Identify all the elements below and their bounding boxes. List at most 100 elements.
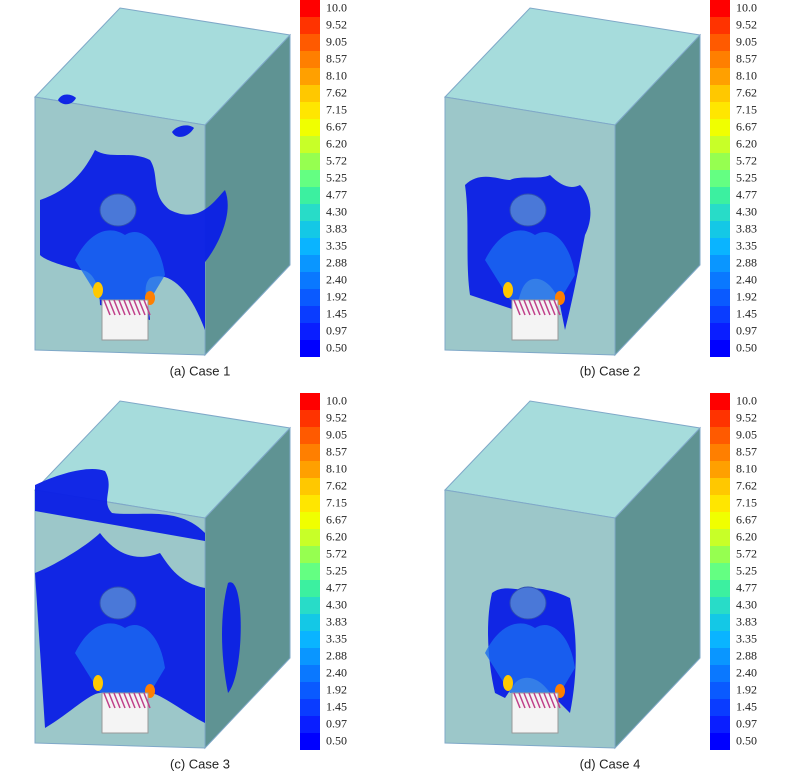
colorbar-cell bbox=[710, 102, 730, 119]
support-bolt bbox=[133, 299, 141, 316]
colorbar-cell bbox=[710, 665, 730, 682]
colorbar-label: 2.40 bbox=[326, 665, 347, 679]
colorbar-cell bbox=[300, 17, 320, 34]
panel: 10.0 9.52 9.05 8.57 8.10 7.62 7.15 6.67 6.20 5.72… bbox=[33, 393, 347, 771]
stress-hotspot bbox=[503, 282, 513, 298]
colorbar-cell bbox=[710, 393, 730, 410]
colorbar-label: 3.35 bbox=[326, 238, 347, 252]
colorbar-label: 6.67 bbox=[326, 119, 347, 133]
colorbar-cell bbox=[300, 631, 320, 648]
support-bolt bbox=[128, 299, 136, 316]
colorbar-label: 0.97 bbox=[736, 716, 757, 730]
colorbar-label: 4.30 bbox=[736, 204, 757, 218]
colorbar-cell bbox=[300, 495, 320, 512]
support-bolt bbox=[108, 692, 116, 709]
colorbar-label: 3.35 bbox=[736, 238, 757, 252]
colorbar-label: 6.20 bbox=[736, 529, 757, 543]
contour-zone bbox=[58, 94, 76, 105]
colorbar-label: 9.52 bbox=[736, 17, 757, 31]
colorbar-label: 1.92 bbox=[736, 682, 757, 696]
colorbar-label: 7.62 bbox=[326, 85, 347, 99]
support-bolt bbox=[143, 692, 151, 709]
support-bolt bbox=[108, 299, 116, 316]
cavity-sphere bbox=[509, 586, 547, 620]
colorbar-label: 7.62 bbox=[736, 478, 757, 492]
support-bolt bbox=[138, 692, 146, 709]
colorbar-label: 0.97 bbox=[326, 323, 347, 337]
colorbar-cell bbox=[710, 85, 730, 102]
colorbar-cell bbox=[710, 563, 730, 580]
colorbar-cell bbox=[710, 68, 730, 85]
colorbar-cell bbox=[710, 136, 730, 153]
colorbar-label: 1.45 bbox=[326, 306, 347, 320]
colorbar-cell bbox=[300, 614, 320, 631]
support-bolt bbox=[528, 299, 536, 316]
support-bolt bbox=[143, 299, 151, 316]
colorbar-cell bbox=[300, 461, 320, 478]
support-bolt bbox=[543, 692, 551, 709]
colorbar-cell bbox=[710, 119, 730, 136]
colorbar-label: 0.97 bbox=[736, 323, 757, 337]
colorbar-cell bbox=[710, 529, 730, 546]
support-bolt bbox=[118, 692, 126, 709]
colorbar-label: 8.10 bbox=[736, 461, 757, 475]
colorbar-cell bbox=[710, 306, 730, 323]
support-bolt bbox=[548, 299, 556, 316]
colorbar-label: 7.15 bbox=[326, 495, 347, 509]
colorbar-label: 1.45 bbox=[736, 306, 757, 320]
colorbar-label: 5.25 bbox=[326, 563, 347, 577]
support-bolt bbox=[103, 299, 111, 316]
panel-caption: (d) Case 4 bbox=[580, 756, 641, 771]
colorbar-label: 7.15 bbox=[736, 102, 757, 116]
colorbar-cell bbox=[710, 614, 730, 631]
support-bolt bbox=[528, 692, 536, 709]
support-bolt bbox=[553, 299, 561, 316]
support-bolt bbox=[138, 299, 146, 316]
colorbar-cell bbox=[300, 444, 320, 461]
colorbar-cell bbox=[710, 17, 730, 34]
colorbar-cell bbox=[710, 289, 730, 306]
colorbar-label: 7.62 bbox=[326, 478, 347, 492]
colorbar-cell bbox=[710, 187, 730, 204]
colorbar-cell bbox=[300, 187, 320, 204]
colorbar-label: 8.57 bbox=[736, 444, 757, 458]
colorbar-label: 5.25 bbox=[736, 563, 757, 577]
colorbar-label: 8.57 bbox=[736, 51, 757, 65]
colorbar-cell bbox=[300, 665, 320, 682]
colorbar-cell bbox=[710, 580, 730, 597]
cavity-sphere bbox=[99, 586, 137, 620]
colorbar-label: 2.88 bbox=[736, 255, 757, 269]
colorbar-cell bbox=[710, 170, 730, 187]
support-bolt bbox=[113, 692, 121, 709]
support-bolt bbox=[518, 299, 526, 316]
colorbar-label: 10.0 bbox=[736, 0, 757, 14]
support-bolt bbox=[133, 692, 141, 709]
colorbar-cell bbox=[300, 221, 320, 238]
colorbar-cell bbox=[710, 427, 730, 444]
support-bolt bbox=[513, 692, 521, 709]
panel-caption: (a) Case 1 bbox=[170, 363, 231, 378]
colorbar-cell bbox=[710, 478, 730, 495]
colorbar-label: 8.10 bbox=[326, 461, 347, 475]
colorbar-label: 3.83 bbox=[736, 221, 757, 235]
colorbar-label: 6.67 bbox=[326, 512, 347, 526]
colorbar-label: 5.72 bbox=[326, 546, 347, 560]
colorbar-label: 6.20 bbox=[326, 529, 347, 543]
colorbar-cell bbox=[710, 716, 730, 733]
colorbar-cell bbox=[300, 546, 320, 563]
colorbar-cell bbox=[300, 512, 320, 529]
support-bolt bbox=[538, 692, 546, 709]
colorbar-label: 0.50 bbox=[326, 340, 347, 354]
colorbar-label: 9.05 bbox=[736, 427, 757, 441]
colorbar-cell bbox=[300, 68, 320, 85]
colorbar-cell bbox=[710, 153, 730, 170]
support-bolt bbox=[113, 299, 121, 316]
colorbar-cell bbox=[300, 427, 320, 444]
colorbar-cell bbox=[300, 255, 320, 272]
support-bolt bbox=[518, 692, 526, 709]
colorbar-cell bbox=[300, 85, 320, 102]
colorbar-cell bbox=[300, 289, 320, 306]
colorbar-label: 2.88 bbox=[736, 648, 757, 662]
colorbar-cell bbox=[300, 136, 320, 153]
